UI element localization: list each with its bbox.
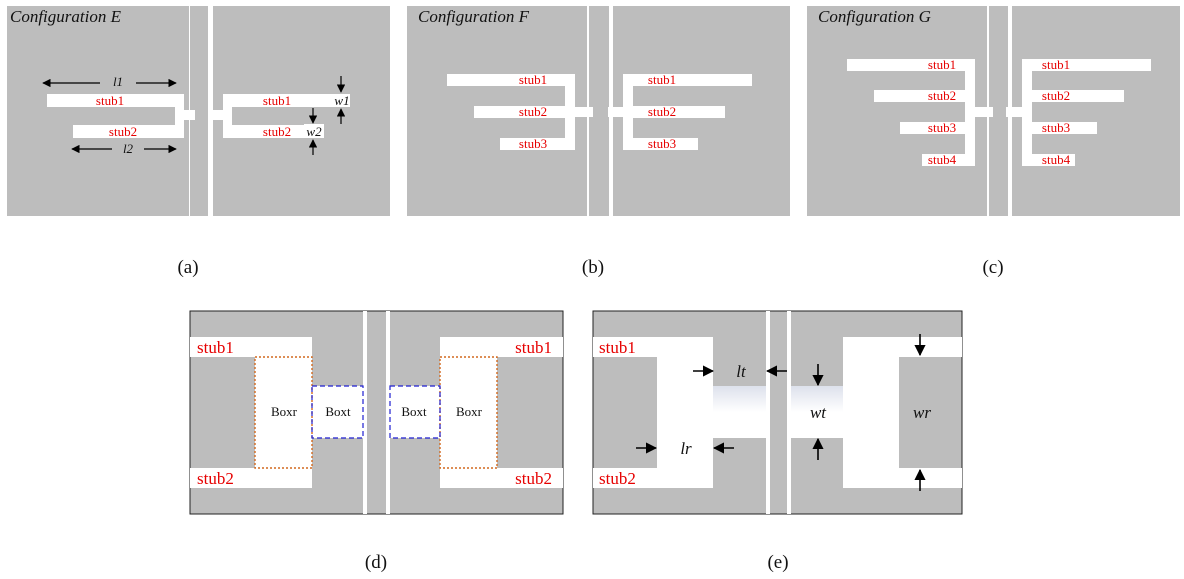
boxt-right-outline: [389, 385, 441, 439]
panel-d-left-stub2: stub2: [197, 469, 234, 488]
panel-d-right-stub2: stub2: [515, 469, 552, 488]
panel-c-left-stub2: stub2: [928, 88, 956, 103]
dim-wt-label: wt: [810, 403, 827, 422]
panel-b-left-stub1: stub1: [519, 72, 547, 87]
caption-c: (c): [982, 257, 1003, 278]
panel-b-title: Configuration F: [418, 7, 530, 26]
panel-e-left-stub2: stub2: [599, 469, 636, 488]
panel-c-title: Configuration G: [818, 7, 931, 26]
dim-lr-label: lr: [680, 439, 692, 458]
panel-c-left-stub4: stub4: [928, 152, 957, 167]
panel-c-left-stub1: stub1: [928, 57, 956, 72]
panel-c-right-stub4: stub4: [1042, 152, 1071, 167]
panel-c-left-stub3: stub3: [928, 120, 956, 135]
caption-b: (b): [582, 257, 604, 278]
panel-a-right-stub2: stub2: [263, 124, 291, 139]
panel-e-left-stub1: stub1: [599, 338, 636, 357]
panel-d-boxt-left: Boxt: [325, 404, 351, 419]
panel-d-boxt-right: Boxt: [401, 404, 427, 419]
dim-lt-label: lt: [736, 362, 747, 381]
dim-l1-label: l1: [113, 74, 123, 89]
dim-w2-label: w2: [306, 124, 322, 139]
panel-b-right-stub2: stub2: [648, 104, 676, 119]
boxt-left-outline: [311, 385, 364, 439]
panel-d-boxr-left: Boxr: [271, 404, 298, 419]
panel-a-left-stub2: stub2: [109, 124, 137, 139]
panel-a: Configuration E stub1 stub2 stub1 stub2 …: [7, 6, 390, 216]
panel-b: Configuration F stub1 stub2 stub3 stub1 …: [407, 6, 790, 216]
caption-a: (a): [177, 257, 198, 278]
panel-c: Configuration G stub1 stub2 stub3 stub4 …: [807, 6, 1180, 216]
panel-b-left-stub3: stub3: [519, 136, 547, 151]
panel-b-right-stub3: stub3: [648, 136, 676, 151]
caption-e: (e): [767, 552, 788, 573]
panel-c-right-stub3: stub3: [1042, 120, 1070, 135]
dim-wr-label: wr: [913, 403, 931, 422]
panel-d-right-stub1: stub1: [515, 338, 552, 357]
caption-d: (d): [365, 552, 387, 573]
dim-l2-label: l2: [123, 141, 134, 156]
panel-c-right-stub2: stub2: [1042, 88, 1070, 103]
panel-d: stub1 stub2 stub1 stub2 Boxr Boxt Boxt B…: [189, 310, 564, 515]
panel-d-boxr-right: Boxr: [456, 404, 483, 419]
panel-b-left-stub2: stub2: [519, 104, 547, 119]
panel-c-right-stub1: stub1: [1042, 57, 1070, 72]
panel-e: stub1 stub2 lt lr wt wr: [592, 310, 963, 515]
panel-b-right-stub1: stub1: [648, 72, 676, 87]
dim-w1-label: w1: [334, 93, 349, 108]
panel-a-title: Configuration E: [10, 7, 122, 26]
panel-a-right-stub1: stub1: [263, 93, 291, 108]
panel-d-left-stub1: stub1: [197, 338, 234, 357]
panel-a-left-stub1: stub1: [96, 93, 124, 108]
